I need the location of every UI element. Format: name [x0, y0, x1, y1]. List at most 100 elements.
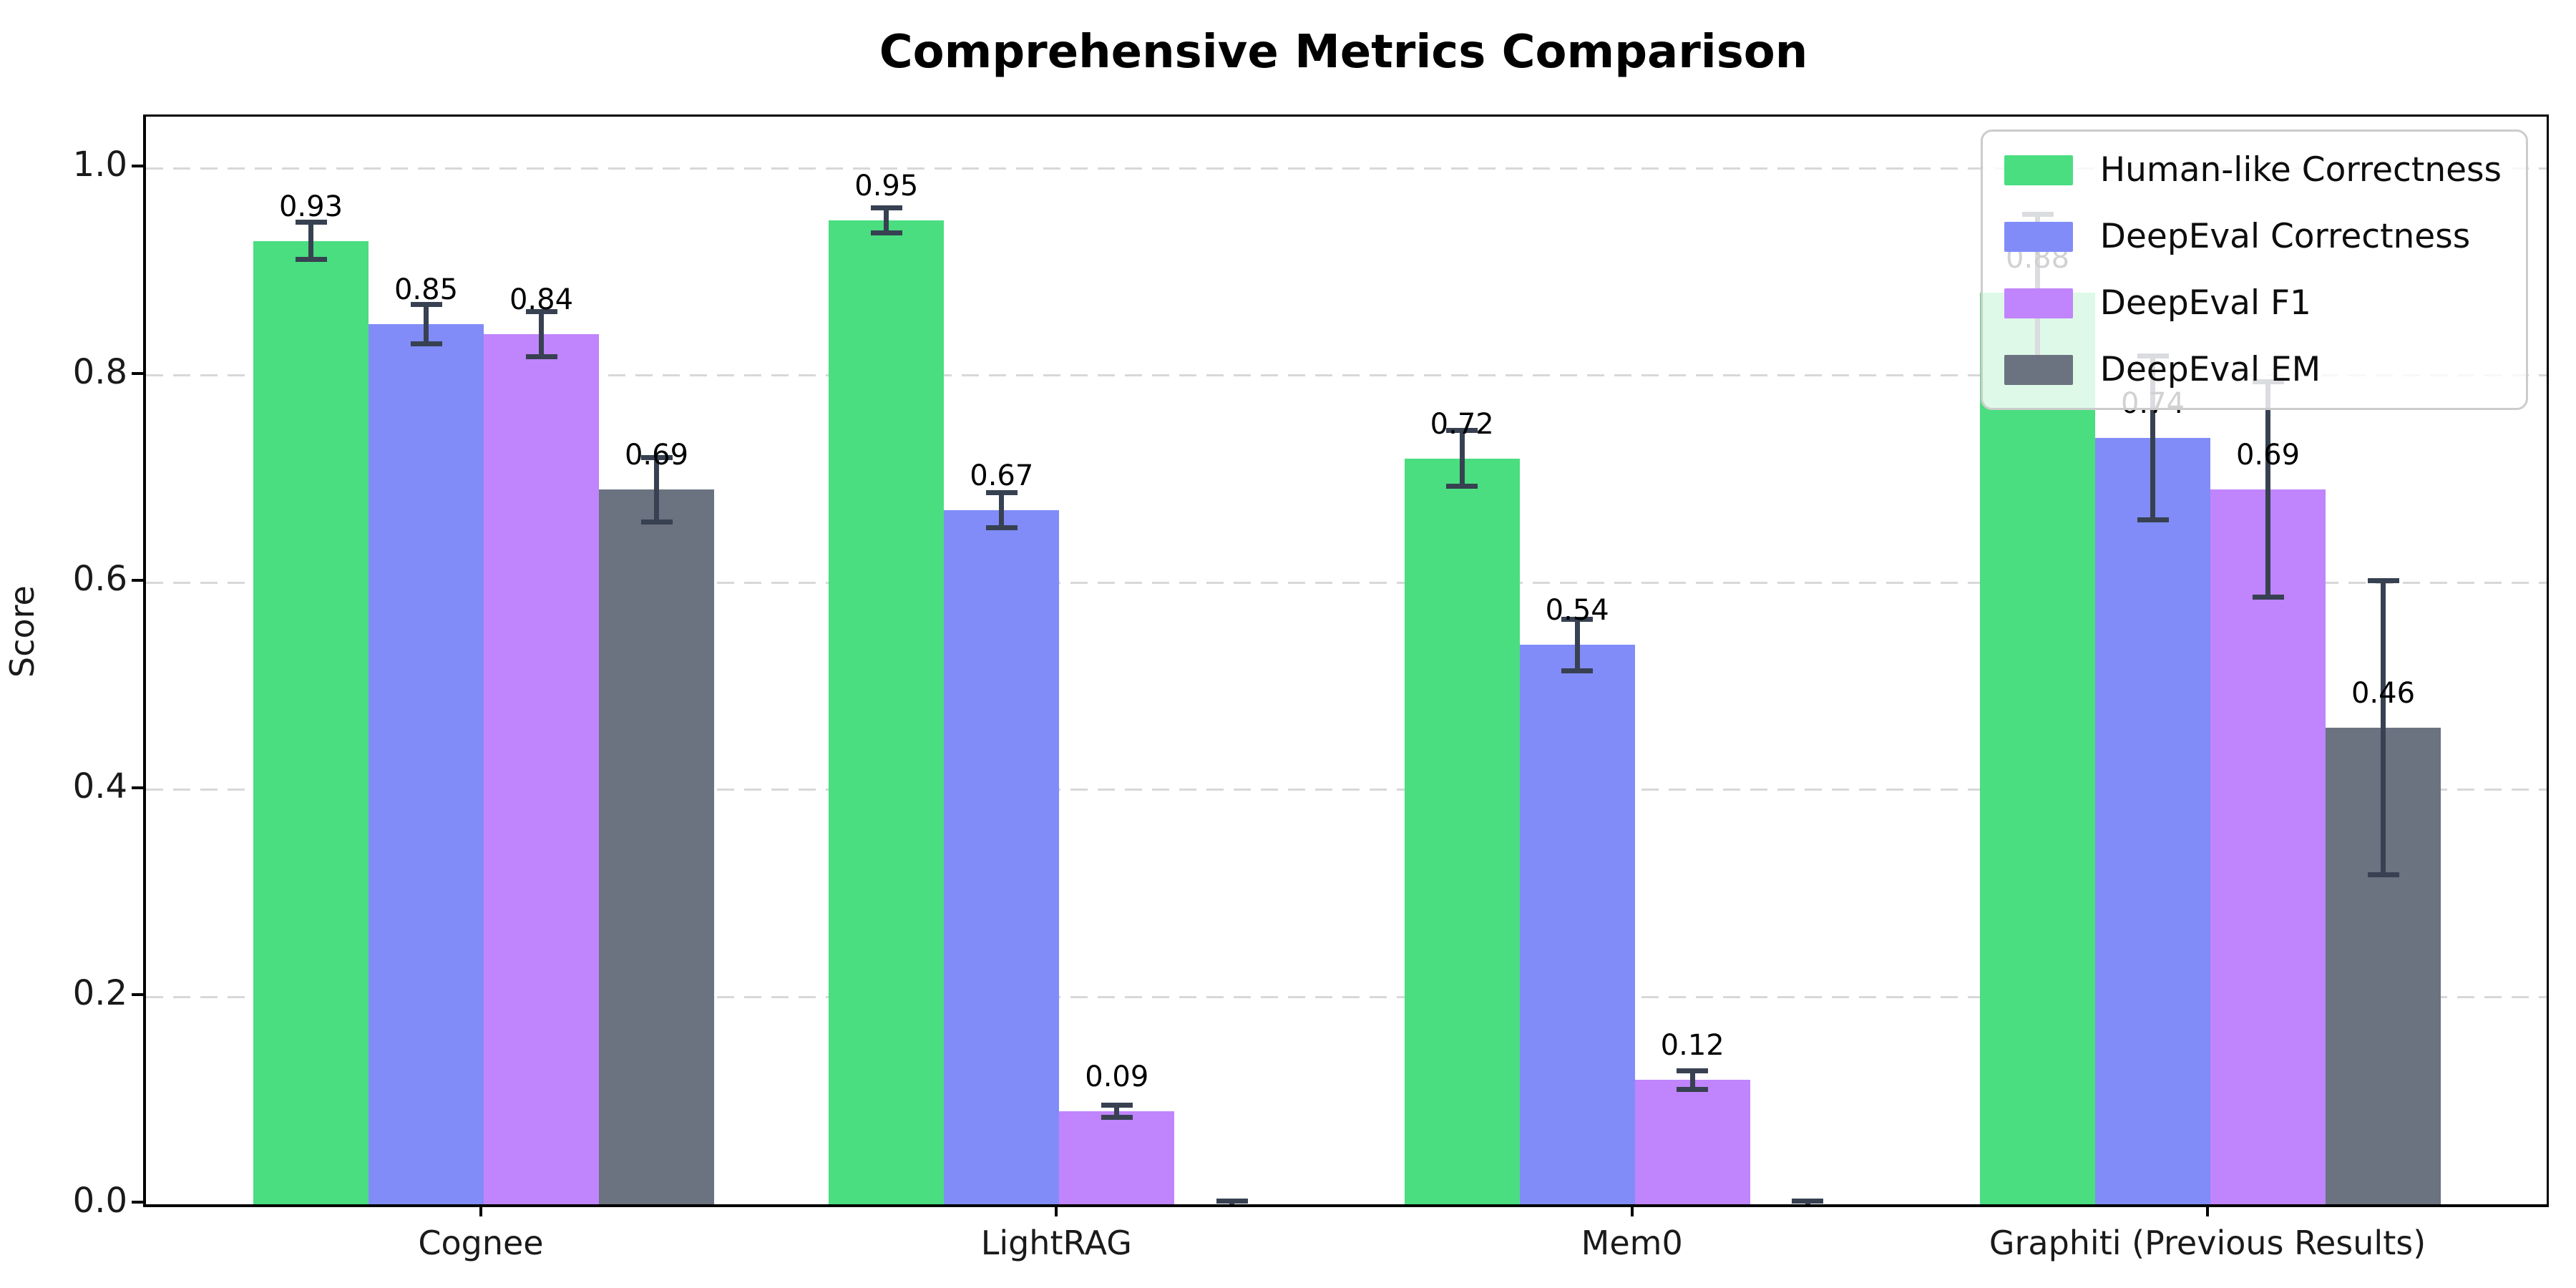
legend-label: Human-like Correctness — [2099, 150, 2502, 190]
value-label: 0.67 — [970, 459, 1034, 493]
value-label: 0.69 — [2235, 439, 2301, 472]
legend-item: DeepEval Correctness — [2004, 217, 2502, 256]
value-label: 0.85 — [394, 273, 459, 306]
error-bar-cap — [985, 525, 1018, 531]
error-bar — [1574, 619, 1580, 671]
gridline — [146, 581, 2547, 584]
y-tick-mark — [132, 165, 143, 168]
error-bar-cap — [640, 519, 673, 525]
legend-label: DeepEval F1 — [2099, 283, 2311, 323]
legend-swatch — [2004, 155, 2073, 185]
value-label: 0.46 — [2351, 677, 2416, 711]
x-tick-mark — [479, 1205, 482, 1216]
error-bar-cap — [295, 257, 327, 263]
error-bar-cap — [1446, 484, 1478, 489]
value-label: 0.54 — [1545, 594, 1609, 628]
bar — [944, 510, 1060, 1204]
error-bar-cap — [2137, 517, 2169, 522]
error-bar — [884, 208, 889, 233]
value-label: 0.09 — [1085, 1060, 1149, 1093]
value-label: 0.12 — [1660, 1029, 1724, 1063]
legend-item: DeepEval F1 — [2004, 283, 2502, 323]
error-bar-cap — [410, 341, 442, 346]
bar — [2095, 437, 2210, 1204]
error-bar-cap — [1792, 1205, 1823, 1207]
y-tick-mark — [132, 1201, 143, 1204]
error-bar — [308, 222, 313, 260]
x-tick-label: Graphiti (Previous Results) — [1989, 1224, 2426, 1262]
error-bar — [1114, 1105, 1120, 1118]
y-tick-mark — [132, 786, 143, 789]
error-bar — [424, 304, 429, 344]
bar — [1404, 458, 1520, 1204]
error-bar-cap — [2367, 578, 2399, 584]
error-bar-cap — [1561, 616, 1594, 622]
error-bar-cap — [870, 230, 902, 235]
bar — [369, 323, 484, 1204]
error-bar-cap — [525, 308, 557, 314]
error-bar-cap — [1216, 1205, 1248, 1207]
value-label: 0.84 — [509, 283, 574, 316]
value-label: 0.93 — [278, 190, 343, 223]
gridline — [146, 789, 2547, 791]
error-bar — [2265, 381, 2270, 597]
x-tick-mark — [1055, 1205, 1058, 1216]
bar — [2210, 489, 2326, 1204]
error-bar — [999, 492, 1005, 528]
error-bar-cap — [1101, 1114, 1133, 1120]
legend-swatch — [2004, 354, 2073, 385]
legend-label: DeepEval EM — [2099, 350, 2321, 389]
y-tick-mark — [132, 993, 143, 997]
legend-label: DeepEval Correctness — [2099, 217, 2471, 256]
legend-swatch — [2004, 288, 2073, 318]
error-bar-cap — [1216, 1199, 1248, 1204]
error-bar-cap — [1446, 428, 1478, 434]
y-tick-label: 0.6 — [72, 559, 127, 600]
x-tick-label: Mem0 — [1581, 1224, 1683, 1262]
y-tick-label: 0.4 — [72, 766, 127, 806]
error-bar-cap — [1561, 668, 1594, 673]
error-bar-cap — [640, 454, 673, 460]
y-tick-mark — [132, 579, 143, 582]
y-axis-label: Score — [3, 585, 42, 678]
error-bar-cap — [985, 489, 1018, 495]
value-label: 0.69 — [624, 439, 689, 472]
error-bar-cap — [1677, 1086, 1709, 1092]
bar — [599, 489, 714, 1204]
error-bar-cap — [295, 220, 327, 225]
legend: Human-like Correctness DeepEval Correctne… — [1980, 130, 2528, 410]
bar — [253, 240, 369, 1204]
y-tick-label: 1.0 — [72, 145, 127, 185]
error-bar-cap — [2367, 872, 2399, 878]
error-bar-cap — [870, 205, 902, 210]
legend-item: DeepEval EM — [2004, 350, 2502, 389]
y-tick-mark — [132, 371, 143, 375]
error-bar-cap — [1677, 1068, 1709, 1073]
x-tick-mark — [2206, 1205, 2209, 1216]
error-bar-cap — [410, 301, 442, 307]
error-bar — [654, 457, 659, 522]
error-bar — [1689, 1070, 1695, 1090]
value-label: 0.95 — [854, 169, 919, 203]
gridline — [146, 995, 2547, 998]
error-bar-cap — [2252, 595, 2284, 600]
error-bar-cap — [1101, 1102, 1133, 1108]
bar — [1059, 1111, 1175, 1204]
bar — [1980, 293, 2095, 1204]
error-bar — [1459, 430, 1465, 487]
x-tick-label: LightRAG — [980, 1224, 1132, 1262]
gridline — [146, 374, 2547, 377]
bar — [829, 220, 945, 1204]
error-bar — [539, 311, 544, 357]
x-tick-mark — [1630, 1205, 1634, 1216]
error-bar-cap — [1792, 1199, 1824, 1204]
y-tick-label: 0.2 — [72, 973, 127, 1014]
legend-swatch — [2004, 221, 2073, 252]
y-tick-label: 0.8 — [72, 351, 127, 392]
error-bar — [2150, 356, 2155, 520]
bar — [1519, 645, 1635, 1204]
bar — [484, 334, 599, 1204]
gridline — [146, 167, 2547, 170]
value-label: 0.72 — [1430, 407, 1494, 441]
